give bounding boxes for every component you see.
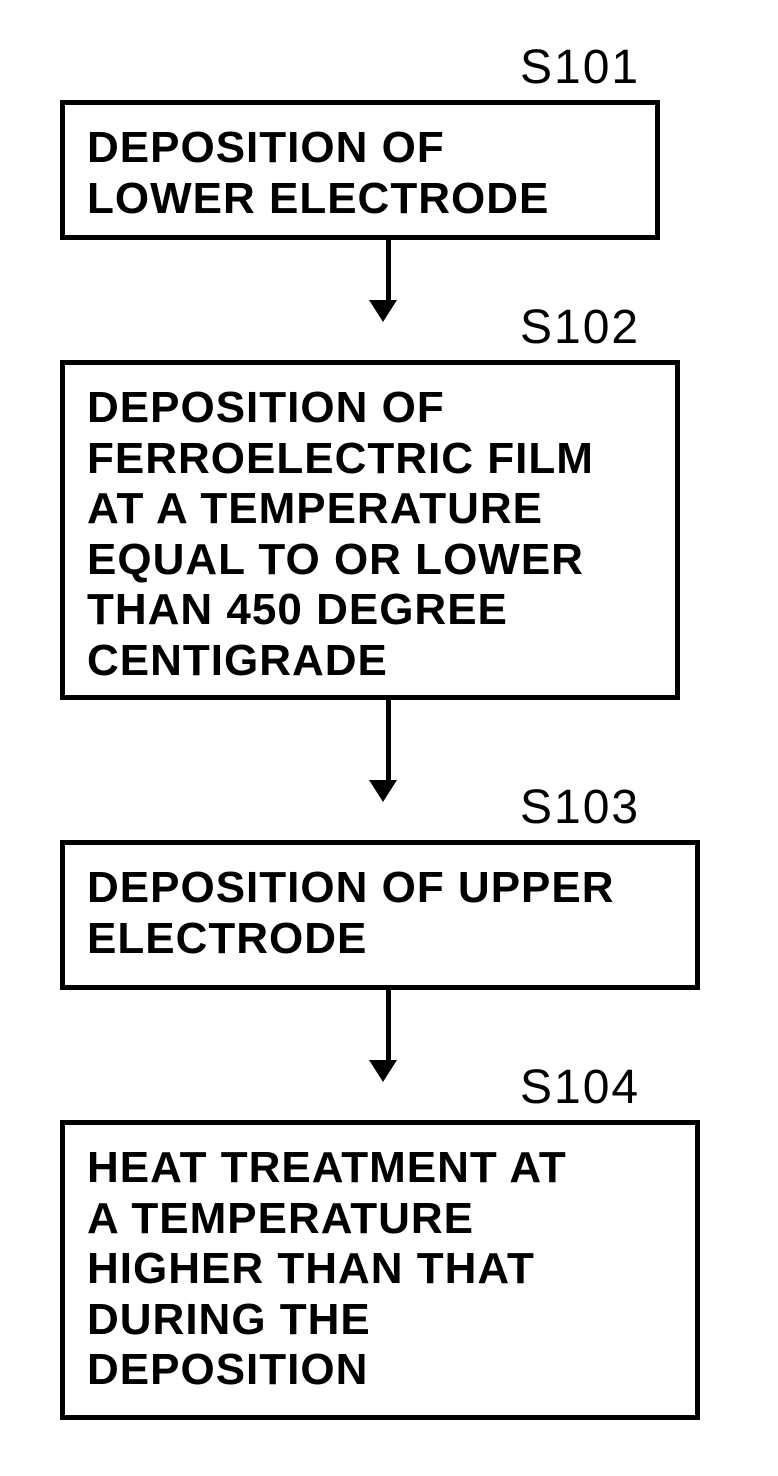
arrow-1 bbox=[380, 240, 397, 322]
step-box-s104: HEAT TREATMENT AT A TEMPERATURE HIGHER T… bbox=[60, 1120, 700, 1420]
step-box-s101: DEPOSITION OF LOWER ELECTRODE bbox=[60, 100, 660, 240]
step-text-s104: HEAT TREATMENT AT A TEMPERATURE HIGHER T… bbox=[87, 1143, 673, 1396]
step-label-s102: S102 bbox=[520, 300, 640, 355]
step-box-s102: DEPOSITION OF FERROELECTRIC FILM AT A TE… bbox=[60, 360, 680, 700]
arrow-2 bbox=[380, 700, 397, 802]
step-box-s103: DEPOSITION OF UPPER ELECTRODE bbox=[60, 840, 700, 990]
step-label-s104: S104 bbox=[520, 1060, 640, 1115]
step-label-s103: S103 bbox=[520, 780, 640, 835]
step-text-s101: DEPOSITION OF LOWER ELECTRODE bbox=[87, 123, 633, 224]
step-text-s103: DEPOSITION OF UPPER ELECTRODE bbox=[87, 863, 673, 964]
step-text-s102: DEPOSITION OF FERROELECTRIC FILM AT A TE… bbox=[87, 383, 653, 687]
arrow-3 bbox=[380, 990, 397, 1082]
step-label-s101: S101 bbox=[520, 40, 640, 95]
